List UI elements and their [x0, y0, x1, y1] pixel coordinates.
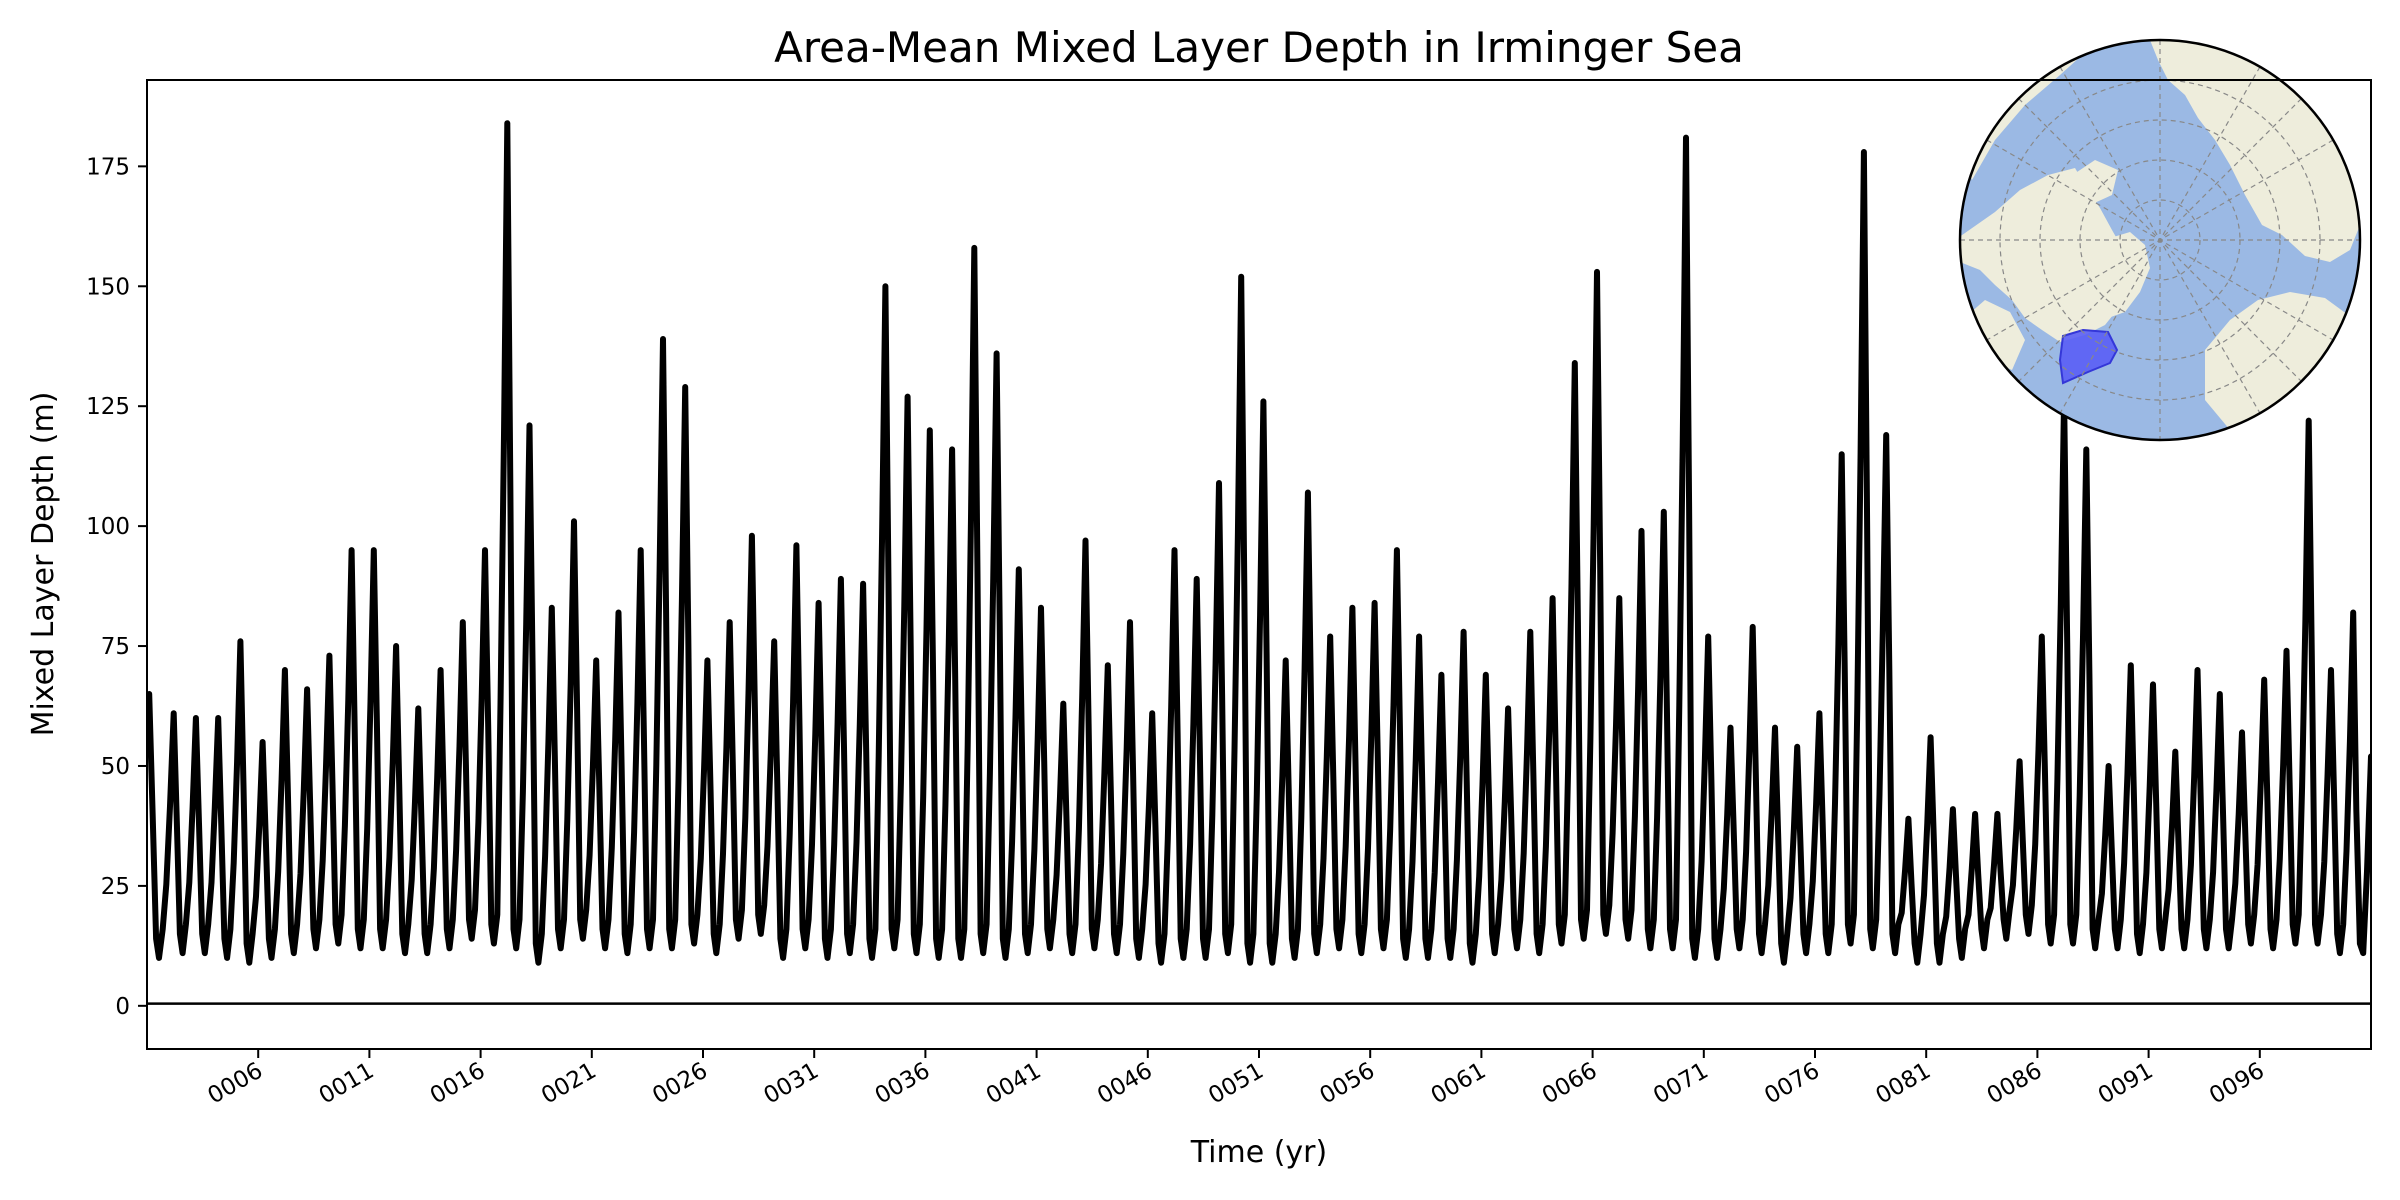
x-tick-label: 0096 — [2205, 1058, 2269, 1110]
x-tick-label: 0086 — [1983, 1058, 2047, 1110]
map-land-low-latitudes-west — [1960, 40, 2090, 180]
map-irminger-sea-region — [2058, 328, 2119, 385]
x-axis: 0006 0011 0016 0021 0026 0031 0036 0041 0046 0051… — [203, 1049, 2269, 1110]
y-tick-label: 150 — [86, 274, 130, 300]
x-tick-label: 0021 — [537, 1058, 601, 1110]
map-land-low-latitudes-south — [1962, 300, 2025, 370]
inset-polar-map — [1958, 38, 2362, 442]
map-graticule — [1960, 40, 2360, 440]
x-tick-label: 0011 — [315, 1058, 379, 1110]
y-tick-label: 175 — [86, 154, 130, 180]
y-axis-title: Mixed Layer Depth (m) — [26, 392, 61, 737]
y-tick-label: 100 — [86, 514, 130, 540]
chart-title: Area-Mean Mixed Layer Depth in Irminger … — [774, 23, 1744, 72]
y-tick-label: 125 — [86, 394, 130, 420]
x-tick-label: 0066 — [1538, 1058, 1602, 1110]
series-line-mld — [147, 120, 2371, 966]
map-border — [1958, 38, 2362, 442]
x-tick-label: 0016 — [426, 1058, 490, 1110]
x-tick-label: 0046 — [1093, 1058, 1157, 1110]
x-tick-label: 0031 — [759, 1058, 823, 1110]
x-tick-label: 0076 — [1760, 1058, 1824, 1110]
x-tick-label: 0036 — [871, 1058, 935, 1110]
x-tick-label: 0056 — [1315, 1058, 1379, 1110]
y-tick-label: 25 — [101, 874, 130, 900]
x-tick-label: 0041 — [982, 1058, 1046, 1110]
y-axis: 0 25 50 75 100 125 150 175 — [86, 154, 147, 1020]
x-tick-label: 0081 — [1871, 1058, 1935, 1110]
x-tick-label: 0006 — [203, 1058, 267, 1110]
x-tick-label: 0026 — [648, 1058, 712, 1110]
x-tick-label: 0091 — [2094, 1058, 2158, 1110]
x-tick-label: 0071 — [1649, 1058, 1713, 1110]
y-tick-label: 0 — [115, 994, 130, 1020]
y-tick-label: 50 — [101, 754, 130, 780]
plot-area — [147, 120, 2371, 1005]
map-land-arctic-archipelago — [2040, 160, 2118, 210]
y-tick-label: 75 — [101, 634, 130, 660]
x-tick-label: 0061 — [1427, 1058, 1491, 1110]
plot-frame — [146, 79, 2372, 1050]
x-tick-label: 0051 — [1204, 1058, 1268, 1110]
x-axis-title: Time (yr) — [1190, 1135, 1327, 1170]
